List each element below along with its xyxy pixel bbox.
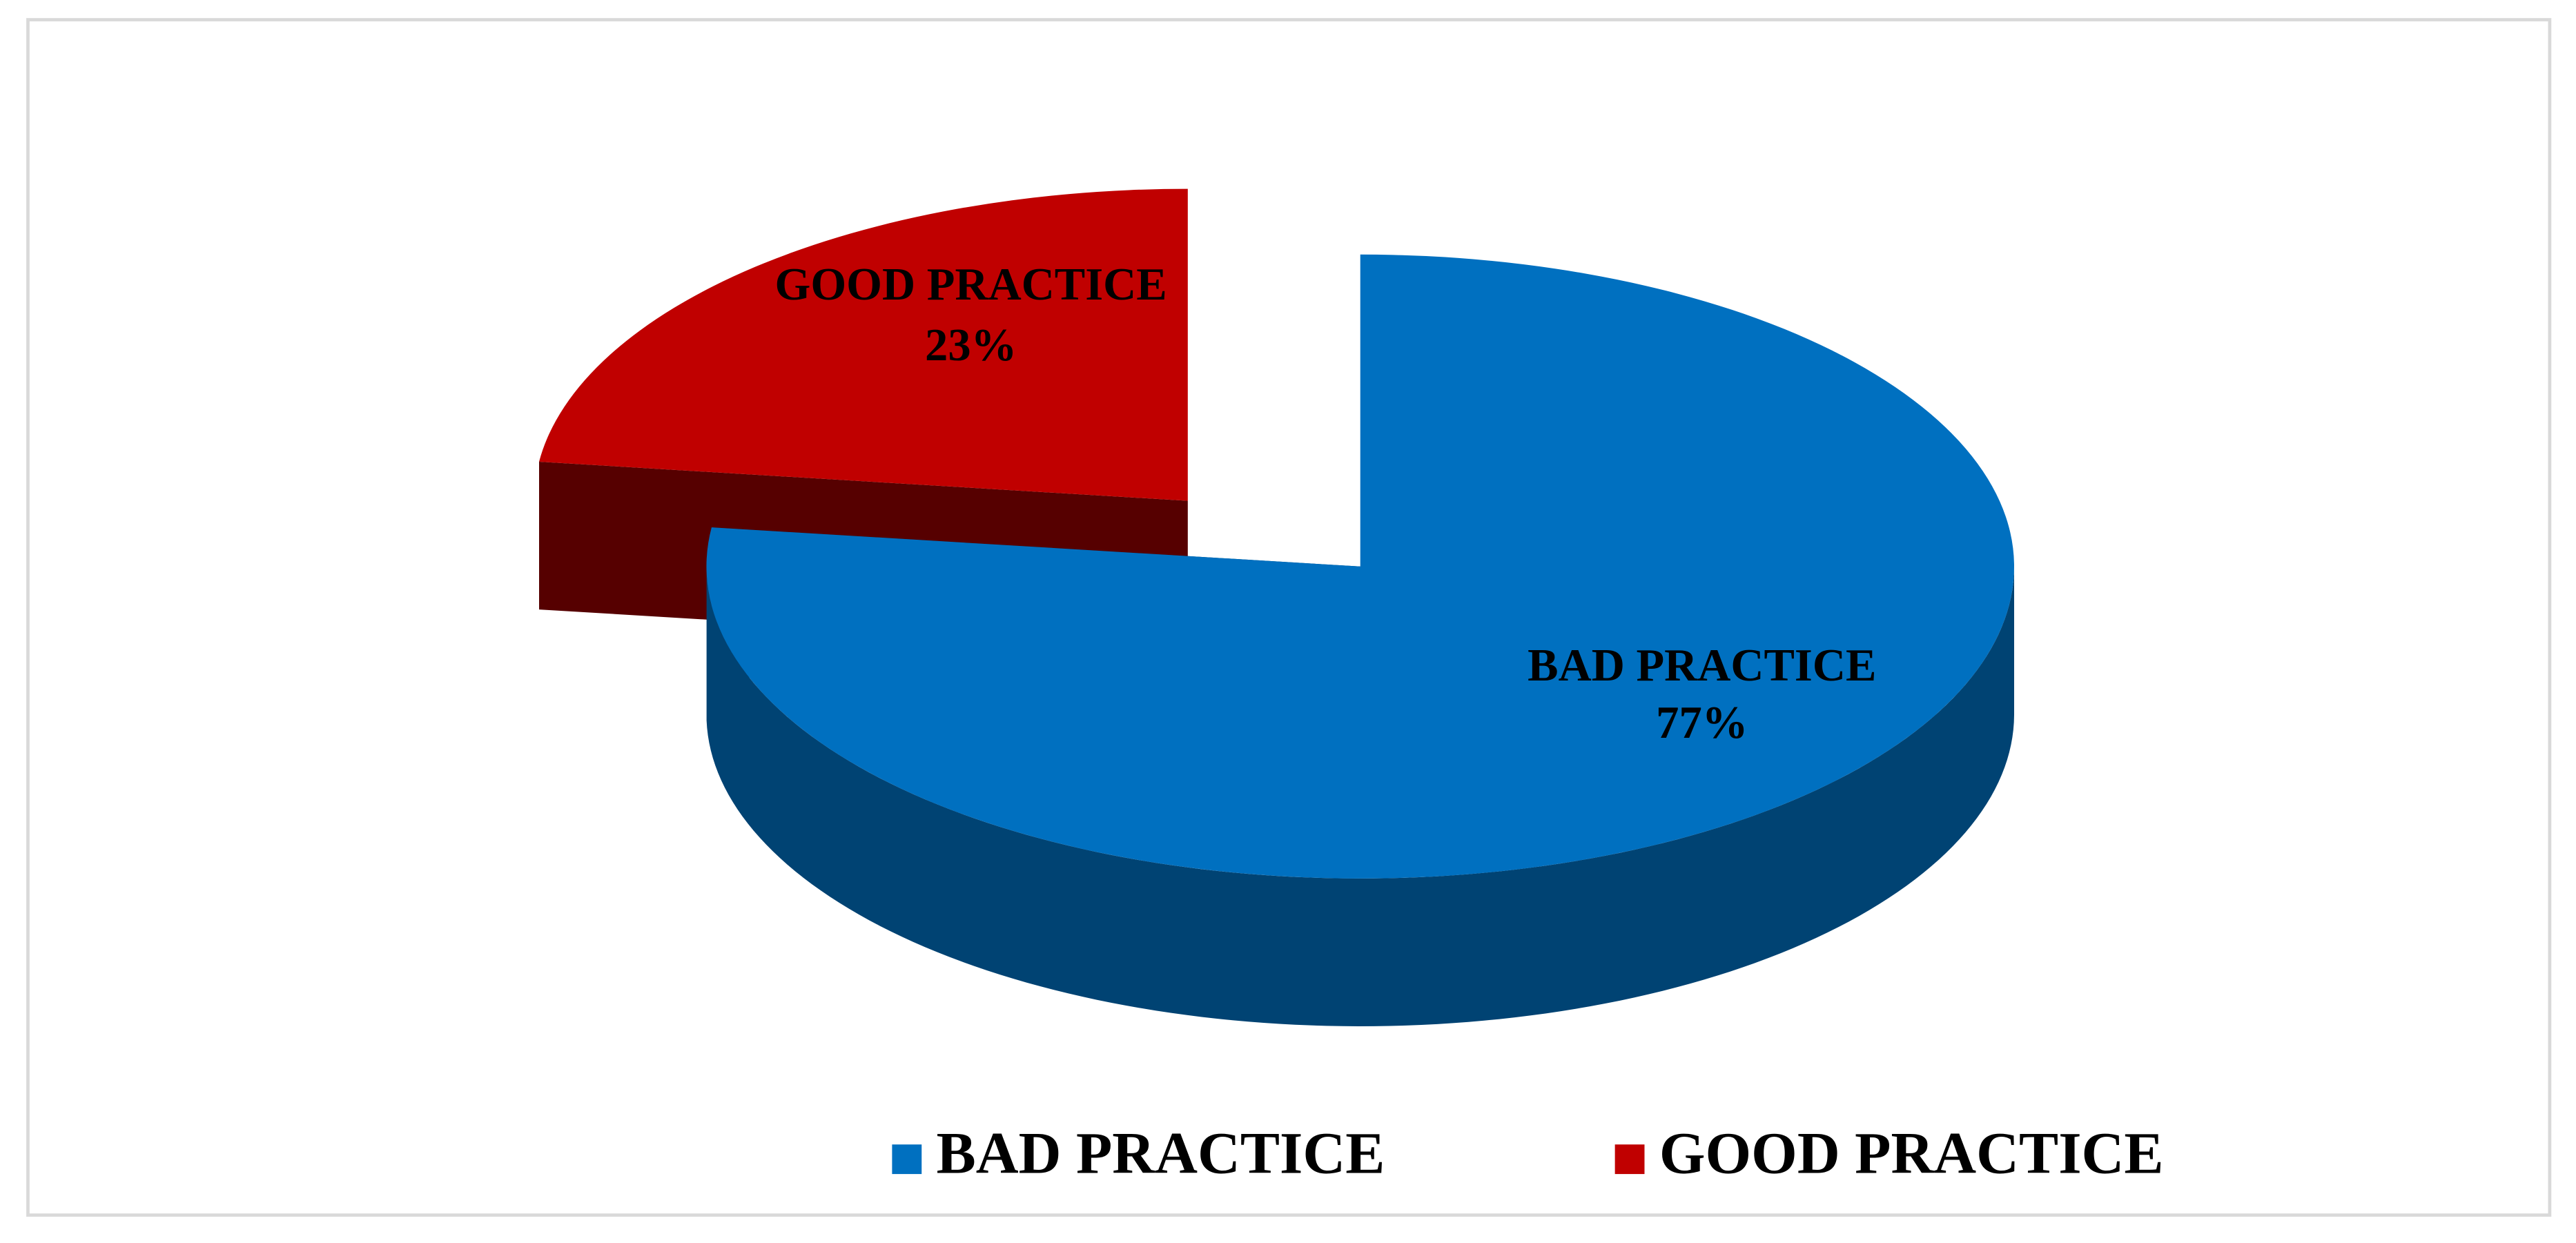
- legend-swatch: [1614, 1144, 1645, 1175]
- legend-swatch: [892, 1144, 922, 1175]
- legend-label: GOOD PRACTICE: [1659, 1120, 2164, 1186]
- pie-slice: [706, 254, 2015, 879]
- data-label-name: BAD PRACTICE: [1528, 640, 1876, 691]
- legend-label: BAD PRACTICE: [937, 1120, 1385, 1186]
- data-label-name: GOOD PRACTICE: [775, 260, 1167, 310]
- data-label-value: 77%: [1656, 698, 1748, 748]
- slice-side: [706, 567, 2015, 1026]
- data-label-value: 23%: [925, 320, 1017, 371]
- pie-slice: [539, 188, 1188, 501]
